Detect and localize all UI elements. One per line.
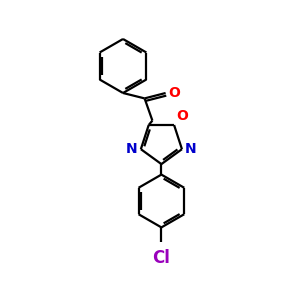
Text: N: N bbox=[126, 142, 138, 156]
Text: Cl: Cl bbox=[152, 249, 170, 267]
Text: N: N bbox=[185, 142, 197, 156]
Text: O: O bbox=[168, 86, 180, 100]
Text: O: O bbox=[176, 109, 188, 123]
